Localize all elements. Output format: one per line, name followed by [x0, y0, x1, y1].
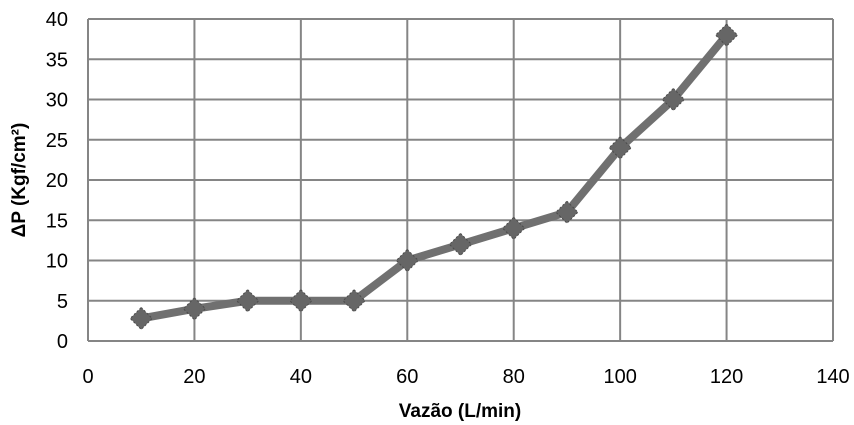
y-tick-label: 25 [46, 130, 68, 152]
data-point [555, 200, 579, 224]
x-tick-label: 0 [82, 366, 93, 388]
data-point [395, 248, 419, 273]
data-point [448, 232, 473, 257]
y-tick-label: 10 [46, 251, 68, 273]
data-point [342, 289, 366, 313]
data-point [714, 23, 739, 47]
series-line [137, 31, 731, 323]
data-point [608, 136, 632, 160]
y-tick-label: 40 [46, 9, 68, 31]
grid-lines [87, 18, 834, 342]
y-tick-labels: 0 5 10 15 20 25 30 35 40 [46, 9, 68, 353]
x-axis-title: Vazão (L/min) [399, 401, 521, 422]
x-tick-labels: 0 20 40 60 80 100 120 140 [82, 366, 849, 388]
series [129, 23, 739, 331]
x-tick-label: 20 [183, 366, 205, 388]
x-tick-label: 80 [503, 366, 525, 388]
y-tick-label: 0 [57, 331, 68, 353]
y-tick-label: 20 [46, 170, 68, 192]
y-axis-title: ΔP (Kgf/cm²) [9, 123, 30, 238]
x-tick-label: 100 [603, 366, 636, 388]
x-tick-label: 40 [290, 366, 312, 388]
y-tick-label: 15 [46, 210, 68, 232]
x-tick-label: 140 [816, 366, 849, 388]
y-tick-label: 5 [57, 291, 68, 313]
x-tick-label: 120 [710, 366, 743, 388]
data-point [235, 289, 260, 313]
data-point [289, 289, 313, 313]
data-point [129, 306, 153, 331]
data-point [661, 87, 686, 112]
y-tick-label: 30 [46, 90, 68, 112]
data-point [182, 297, 207, 321]
y-tick-label: 35 [46, 49, 68, 71]
data-point [502, 216, 526, 241]
x-tick-label: 60 [396, 366, 418, 388]
